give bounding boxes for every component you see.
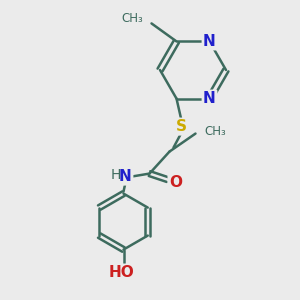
Text: CH₃: CH₃: [205, 125, 226, 138]
Text: N: N: [119, 169, 132, 184]
Text: N: N: [203, 34, 216, 49]
Text: H: H: [110, 168, 121, 182]
Text: S: S: [176, 119, 187, 134]
Text: N: N: [203, 91, 216, 106]
Text: CH₃: CH₃: [122, 12, 143, 25]
Text: HO: HO: [109, 265, 134, 280]
Text: O: O: [169, 175, 182, 190]
